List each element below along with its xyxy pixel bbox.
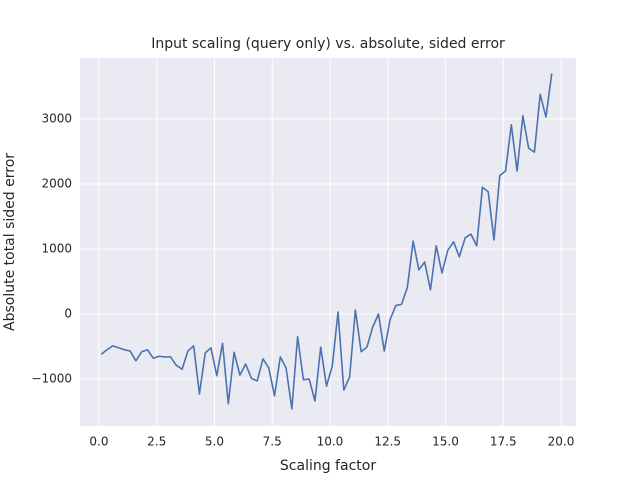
chart-title: Input scaling (query only) vs. absolute,… <box>151 36 505 52</box>
x-tick-label: 12.5 <box>374 435 401 449</box>
y-tick-label: 3000 <box>41 111 72 125</box>
y-axis-label: Absolute total sided error <box>2 153 18 331</box>
y-tick-label: 2000 <box>41 176 72 190</box>
x-tick-label: 17.5 <box>490 435 517 449</box>
x-tick-label: 10.0 <box>317 435 344 449</box>
plot-area <box>80 58 576 426</box>
x-axis-label: Scaling factor <box>280 458 376 474</box>
x-tick-label: 5.0 <box>205 435 224 449</box>
x-tick-label: 15.0 <box>432 435 459 449</box>
grid <box>80 58 576 426</box>
data-line <box>100 73 553 410</box>
y-tick-label: −1000 <box>31 372 72 386</box>
y-tick-label: 1000 <box>41 241 72 255</box>
y-tick-label: 0 <box>64 306 72 320</box>
x-tick-label: 2.5 <box>147 435 166 449</box>
x-tick-label: 20.0 <box>548 435 575 449</box>
x-tick-label: 0.0 <box>89 435 108 449</box>
x-tick-label: 7.5 <box>263 435 282 449</box>
